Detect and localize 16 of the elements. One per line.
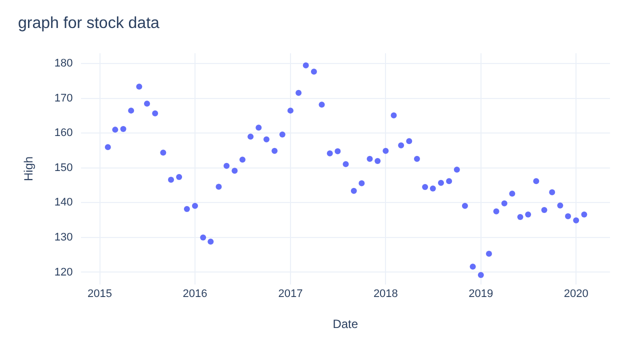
- y-tick-label: 120: [54, 266, 73, 278]
- y-tick-label: 130: [54, 231, 73, 244]
- y-tick-label: 140: [54, 196, 73, 209]
- x-tick-label: 2015: [88, 288, 112, 300]
- x-axis-title: Date: [332, 317, 358, 332]
- y-axis-title: High: [22, 156, 36, 182]
- x-tick-label: 2018: [373, 288, 398, 300]
- y-tick-label: 170: [54, 92, 73, 104]
- chart-title: graph for stock data: [18, 15, 160, 32]
- x-tick-label: 2019: [468, 288, 494, 300]
- y-tick-label: 180: [54, 58, 73, 70]
- x-tick-label: 2017: [278, 288, 303, 300]
- x-tick-label: 2020: [564, 288, 588, 300]
- y-tick-label: 150: [54, 162, 73, 174]
- x-tick-label: 2016: [182, 288, 208, 300]
- y-tick-label: 160: [54, 127, 73, 140]
